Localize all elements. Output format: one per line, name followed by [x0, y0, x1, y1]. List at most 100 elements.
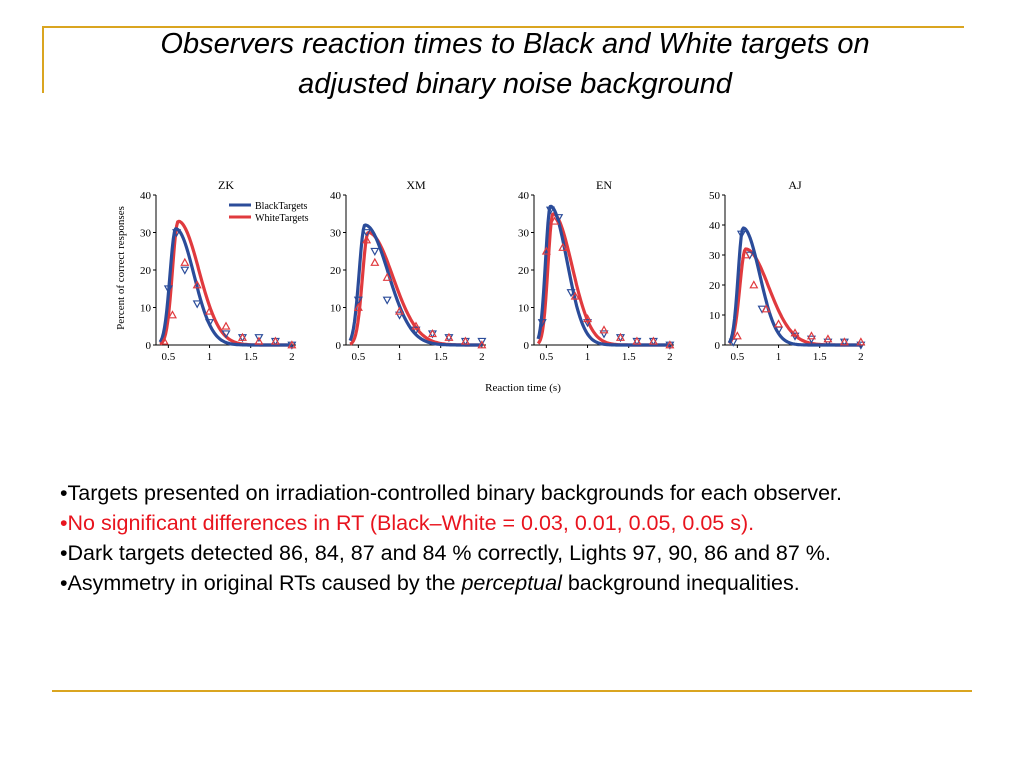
- x-tick-label: 1.5: [622, 351, 636, 363]
- data-point-whitetargets: [541, 246, 551, 255]
- data-point-whitetargets: [477, 340, 487, 349]
- data-point-whitetargets: [648, 336, 658, 345]
- rt-distribution-figure: Percent of correct responses Reaction tim…: [108, 168, 908, 408]
- data-point-whitetargets: [570, 291, 580, 300]
- bullet-4-text-b: background inequalities.: [561, 571, 800, 595]
- data-point-blacktargets: [362, 229, 372, 238]
- data-point-whitetargets: [806, 331, 816, 340]
- data-point-blacktargets: [545, 206, 555, 215]
- data-point-whitetargets: [583, 314, 593, 323]
- data-point-whitetargets: [370, 257, 380, 266]
- data-point-blacktargets: [566, 289, 576, 298]
- x-tick-label: 0.5: [539, 351, 553, 363]
- data-point-whitetargets: [353, 302, 363, 311]
- data-point-whitetargets: [395, 306, 405, 315]
- chart-panel-en: EN 0 10 20 30 40 0.5 1 1.5 2: [518, 178, 675, 363]
- data-point-whitetargets: [761, 304, 771, 313]
- data-point-whitetargets: [558, 242, 568, 251]
- y-tick-label: 10: [330, 303, 342, 315]
- data-point-whitetargets: [839, 337, 849, 346]
- series-line-blacktargets: [727, 226, 862, 347]
- y-tick-label: 0: [715, 340, 721, 352]
- x-tick-label: 2: [858, 351, 864, 363]
- data-point-whitetargets: [460, 336, 470, 345]
- legend-label: BlackTargets: [255, 201, 308, 212]
- data-point-whitetargets: [180, 257, 190, 266]
- y-tick-label: 20: [709, 280, 721, 292]
- data-point-blacktargets: [599, 330, 609, 339]
- data-point-whitetargets: [741, 250, 751, 259]
- x-tick-label: 2: [479, 351, 485, 363]
- slide-title-line-2: adjusted binary noise background: [298, 68, 732, 100]
- data-point-blacktargets: [172, 229, 182, 238]
- y-tick-label: 40: [518, 190, 530, 202]
- data-point-whitetargets: [823, 334, 833, 343]
- y-tick-label: 40: [709, 220, 721, 232]
- top-horizontal-rule: [42, 26, 964, 28]
- y-tick-label: 30: [709, 250, 721, 262]
- legend-label: WhiteTargets: [255, 213, 309, 224]
- y-tick-label: 50: [709, 190, 721, 202]
- data-point-whitetargets: [192, 280, 202, 289]
- y-tick-label: 20: [140, 265, 152, 277]
- y-tick-label: 0: [336, 340, 342, 352]
- data-point-whitetargets: [632, 336, 642, 345]
- x-tick-label: 0.5: [161, 351, 175, 363]
- bullet-4-text-a: •Asymmetry in original RTs caused by the: [60, 571, 462, 595]
- data-point-whitetargets: [159, 336, 169, 345]
- data-point-whitetargets: [411, 321, 421, 330]
- data-point-whitetargets: [732, 331, 742, 340]
- y-tick-label: 20: [330, 265, 342, 277]
- x-tick-label: 2: [667, 351, 673, 363]
- data-point-blacktargets: [382, 296, 392, 305]
- y-tick-label: 0: [146, 340, 152, 352]
- series-line-whitetargets: [159, 219, 293, 347]
- data-point-whitetargets: [599, 325, 609, 334]
- data-point-blacktargets: [180, 266, 190, 275]
- data-point-blacktargets: [254, 334, 264, 343]
- chart-panel-zk: ZK 0 10 20 30 40 0.5 1 1.5 2 BlackTargetsWhiteTarg…: [140, 178, 309, 363]
- slide-title-line-1: Observers reaction times to Black and Wh…: [160, 28, 870, 60]
- slide-title: Observers reaction times to Black and Wh…: [60, 24, 970, 104]
- data-point-whitetargets: [615, 332, 625, 341]
- x-tick-label: 1: [207, 351, 213, 363]
- data-point-whitetargets: [550, 216, 560, 225]
- data-point-blacktargets: [353, 296, 363, 305]
- bullet-4: •Asymmetry in original RTs caused by the…: [60, 568, 960, 598]
- data-point-blacktargets: [192, 300, 202, 309]
- data-point-whitetargets: [444, 332, 454, 341]
- y-tick-label: 0: [524, 340, 530, 352]
- data-point-blacktargets: [163, 285, 173, 294]
- data-point-whitetargets: [382, 272, 392, 281]
- series-line-whitetargets: [349, 230, 483, 347]
- panel-title: XM: [406, 178, 426, 192]
- y-tick-label: 40: [140, 190, 152, 202]
- x-tick-label: 1.5: [434, 351, 448, 363]
- y-axis-label: Percent of correct responses: [115, 206, 127, 330]
- x-tick-label: 0.5: [730, 351, 744, 363]
- data-point-blacktargets: [370, 247, 380, 256]
- data-point-blacktargets: [736, 230, 746, 239]
- data-point-whitetargets: [856, 337, 866, 346]
- bullet-3: •Dark targets detected 86, 84, 87 and 84…: [60, 541, 831, 565]
- data-point-blacktargets: [583, 319, 593, 328]
- data-point-blacktargets: [205, 319, 215, 328]
- panel-title: EN: [596, 178, 612, 192]
- x-tick-label: 2: [289, 351, 295, 363]
- data-point-blacktargets: [411, 326, 421, 335]
- chart-panel-xm: XM 0 10 20 30 40 0.5 1 1.5 2: [330, 178, 487, 363]
- data-point-whitetargets: [774, 319, 784, 328]
- data-point-blacktargets: [221, 330, 231, 339]
- bullet-2: •No significant differences in RT (Black…: [60, 511, 755, 535]
- x-tick-label: 0.5: [351, 351, 365, 363]
- y-tick-label: 10: [140, 303, 152, 315]
- series-line-blacktargets: [158, 227, 293, 347]
- series-line-blacktargets: [536, 204, 671, 347]
- x-tick-label: 1: [776, 351, 782, 363]
- data-point-whitetargets: [237, 332, 247, 341]
- data-point-whitetargets: [790, 328, 800, 337]
- chart-panel-aj: AJ 0 10 20 30 40 50 0.5 1 1.5 2: [709, 178, 866, 363]
- y-tick-label: 40: [330, 190, 342, 202]
- y-tick-label: 20: [518, 265, 530, 277]
- x-axis-label: Reaction time (s): [485, 382, 561, 394]
